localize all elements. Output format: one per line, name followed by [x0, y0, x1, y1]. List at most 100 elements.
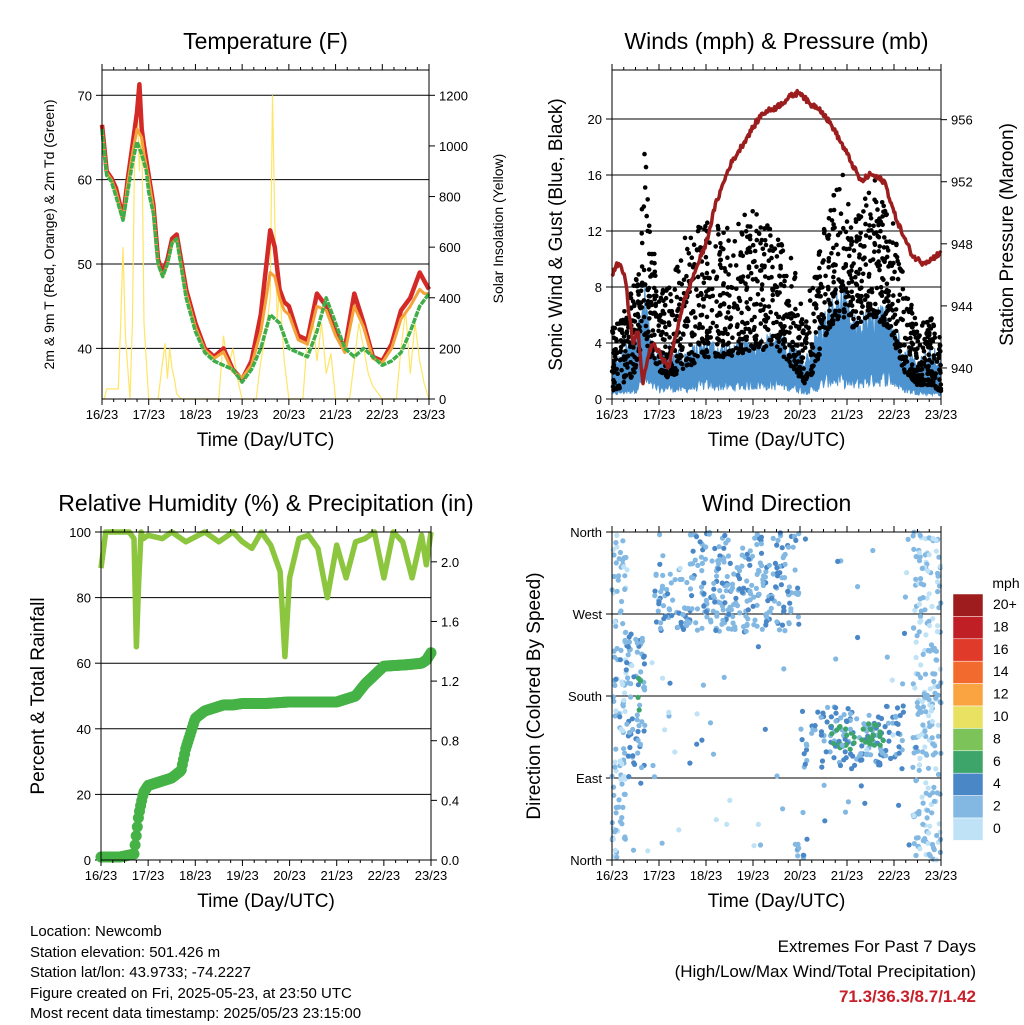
- direction-point: [757, 560, 763, 566]
- direction-point: [913, 852, 919, 859]
- gust-point: [617, 357, 623, 363]
- direction-point: [764, 614, 770, 620]
- gust-point: [846, 237, 852, 242]
- direction-point: [759, 626, 765, 632]
- gust-point: [708, 335, 713, 340]
- gust-point: [912, 369, 917, 374]
- gust-point: [662, 302, 668, 308]
- direction-point: [862, 800, 868, 806]
- direction-point: [776, 601, 782, 607]
- direction-point: [929, 810, 935, 816]
- legend-swatch: [952, 750, 984, 774]
- gust-point: [621, 357, 627, 363]
- direction-point: [922, 671, 929, 677]
- gust-point: [742, 212, 747, 218]
- direction-point: [755, 644, 762, 650]
- gust-point: [679, 347, 685, 353]
- gust-point: [888, 304, 893, 310]
- gust-point: [769, 244, 774, 249]
- gust-point: [891, 293, 896, 298]
- direction-point: [929, 603, 935, 610]
- direction-point: [712, 545, 718, 552]
- direction-point: [920, 651, 926, 658]
- direction-point: [624, 660, 630, 666]
- gust-point: [849, 268, 854, 273]
- gust-point: [894, 242, 899, 248]
- gust-point: [678, 336, 683, 342]
- gust-point: [687, 262, 692, 267]
- direction-point: [711, 580, 717, 586]
- gust-point: [650, 328, 656, 333]
- gust-point: [752, 314, 757, 320]
- direction-point: [744, 578, 750, 584]
- gust-point: [786, 298, 791, 304]
- gust-point: [639, 318, 644, 324]
- gust-point: [699, 272, 705, 277]
- direction-point: [731, 571, 737, 577]
- direction-point: [843, 755, 849, 761]
- direction-point: [619, 679, 625, 685]
- direction-point: [799, 708, 806, 715]
- gust-point: [771, 286, 776, 292]
- direction-point: [744, 551, 750, 557]
- gust-point: [821, 230, 827, 236]
- direction-point: [925, 568, 931, 574]
- gust-point: [624, 361, 630, 367]
- gust-point: [762, 274, 768, 279]
- gust-point: [795, 312, 800, 318]
- gust-point: [887, 239, 892, 244]
- gust-point: [776, 339, 782, 345]
- gust-point: [639, 231, 644, 236]
- direction-point: [641, 653, 647, 659]
- direction-point: [724, 573, 730, 580]
- direction-point: [703, 609, 709, 615]
- gust-point: [808, 352, 814, 358]
- y2-tick-label: 600: [439, 240, 461, 255]
- direction-point: [638, 780, 644, 786]
- direction-point: [707, 720, 714, 726]
- direction-point: [777, 530, 783, 536]
- gust-point: [807, 288, 813, 294]
- gust-point: [909, 362, 915, 367]
- direction-point: [917, 846, 923, 852]
- gust-point: [796, 350, 801, 355]
- legend-swatch: [952, 616, 984, 640]
- gust-point: [884, 287, 890, 293]
- gust-point: [673, 317, 678, 323]
- direction-point: [927, 823, 933, 829]
- direction-point: [916, 558, 923, 564]
- direction-point: [713, 627, 719, 634]
- direction-point: [835, 558, 841, 565]
- direction-point: [843, 718, 850, 724]
- gust-point: [725, 310, 731, 315]
- direction-point: [723, 540, 729, 546]
- gust-point: [903, 296, 909, 301]
- y-tick-label: 16: [588, 168, 602, 183]
- gust-point: [826, 216, 832, 221]
- gust-point: [696, 325, 702, 331]
- gust-point: [842, 302, 848, 307]
- direction-point: [737, 586, 743, 592]
- gust-point: [826, 265, 831, 270]
- direction-point: [611, 573, 617, 580]
- direction-point: [792, 567, 798, 573]
- direction-point: [681, 605, 688, 611]
- x-tick-label: 22/23: [366, 407, 399, 422]
- direction-point: [922, 728, 928, 734]
- gust-point: [718, 312, 723, 317]
- direction-point: [618, 608, 624, 614]
- direction-point: [653, 619, 660, 625]
- gust-point: [840, 279, 845, 284]
- gust-point: [718, 302, 724, 308]
- direction-point: [757, 842, 764, 848]
- gust-point: [851, 316, 856, 322]
- gust-point: [807, 298, 813, 303]
- direction-point: [935, 683, 941, 690]
- gust-point: [782, 345, 788, 350]
- legend-label: 0: [993, 820, 1001, 836]
- gust-point: [788, 325, 793, 330]
- direction-point: [766, 562, 773, 568]
- gust-point: [866, 271, 872, 277]
- gust-point: [868, 301, 873, 307]
- gust-point: [735, 322, 740, 327]
